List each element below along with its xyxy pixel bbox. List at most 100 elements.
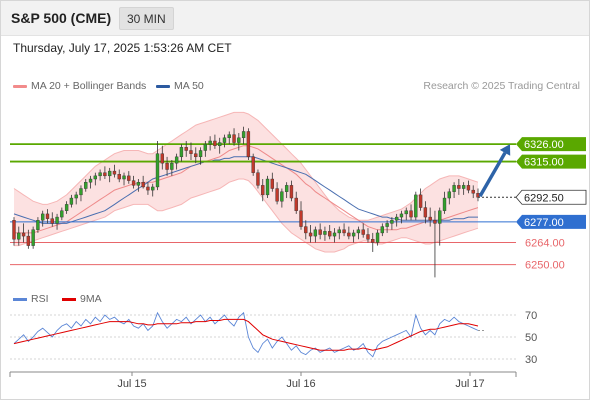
candle-body xyxy=(179,147,184,158)
candle-body xyxy=(328,231,332,237)
candle-body xyxy=(107,170,112,177)
candle-body xyxy=(26,235,31,246)
ma50-line xyxy=(13,156,478,224)
candle-body xyxy=(280,191,284,202)
legend-rsi-ma: 9MA xyxy=(62,293,102,305)
legend-rsi-ma-label: 9MA xyxy=(80,293,102,305)
candle-body xyxy=(174,156,179,164)
candle-body xyxy=(218,142,222,146)
current-price-tag xyxy=(515,189,587,205)
candle-body xyxy=(17,232,21,240)
candle-body xyxy=(246,131,251,158)
candle-body xyxy=(299,210,303,227)
candle-body xyxy=(471,189,475,194)
candle-body xyxy=(198,150,203,158)
candle-body xyxy=(36,220,40,230)
candle-body xyxy=(371,239,375,243)
symbol-title: S&P 500 (CME) xyxy=(11,10,112,26)
candle-body xyxy=(289,185,294,199)
candle-body xyxy=(375,232,380,243)
candle-body xyxy=(60,210,64,218)
forecast-arrow-shaft xyxy=(478,151,507,198)
research-credit: Research © 2025 Trading Central xyxy=(423,80,580,92)
candle-body xyxy=(84,181,88,189)
candle-body xyxy=(189,150,193,154)
x-tick-label: Jul 17 xyxy=(455,378,484,390)
current-price-label: 6292.50 xyxy=(524,192,564,204)
forecast-arrow-head xyxy=(499,144,511,156)
interval-button[interactable]: 30 MIN xyxy=(119,7,174,30)
candle-body xyxy=(93,175,98,180)
candle-body xyxy=(213,140,217,146)
candle-body xyxy=(232,134,236,143)
level-label-6277-00: 6277.00 xyxy=(524,217,564,229)
candle-body xyxy=(313,229,318,237)
candle-body xyxy=(31,229,35,246)
candle-body xyxy=(304,226,308,234)
level-tag-6277-00 xyxy=(516,214,586,229)
legend-rsi-swatch xyxy=(13,297,27,301)
candle-body xyxy=(184,147,188,151)
candle-body xyxy=(351,232,356,237)
candle-body xyxy=(45,213,50,219)
x-tick-label: Jul 15 xyxy=(117,378,146,390)
candle-body xyxy=(194,153,198,158)
rsi-line xyxy=(13,311,479,358)
level-tag-6315-00 xyxy=(516,154,586,169)
candle-body xyxy=(256,172,260,186)
candle-body xyxy=(112,170,117,175)
candle-body xyxy=(69,197,74,205)
candle-body xyxy=(461,185,466,189)
candle-body xyxy=(122,175,126,180)
candle-body xyxy=(409,210,413,218)
candle-body xyxy=(203,143,208,151)
candle-body xyxy=(366,234,370,240)
rsi-tick-70: 70 xyxy=(525,310,537,322)
candle-body xyxy=(98,172,102,177)
candle-body xyxy=(414,194,418,218)
candle-body xyxy=(442,197,447,211)
candle-body xyxy=(151,186,155,191)
ma20-line xyxy=(14,145,479,234)
candle-body xyxy=(251,156,255,173)
candle-body xyxy=(136,181,141,186)
candle-body xyxy=(433,220,437,224)
candle-body xyxy=(447,191,451,199)
legend-ma20-swatch xyxy=(13,84,27,88)
legend-ma50-label: MA 50 xyxy=(174,80,204,92)
candle-body xyxy=(41,213,45,221)
candle-body xyxy=(160,153,164,164)
rsi-tick-30: 30 xyxy=(525,354,537,366)
rsi-tick-50: 50 xyxy=(525,332,537,344)
candle-body xyxy=(323,231,327,235)
candle-body xyxy=(452,185,456,192)
level-tag-6326-00 xyxy=(516,137,586,152)
candle-body xyxy=(385,223,389,227)
candle-body xyxy=(399,213,404,218)
legend-ma20-label: MA 20 + Bollinger Bands xyxy=(31,80,147,92)
legend-ma50-swatch xyxy=(156,84,170,88)
candle-body xyxy=(423,207,428,218)
candle-body xyxy=(270,178,274,189)
candle-body xyxy=(390,220,394,224)
candle-body xyxy=(79,188,83,196)
candle-body xyxy=(361,229,365,235)
candle-body xyxy=(131,180,136,186)
datetime-label: Thursday, July 17, 2025 1:53:26 AM CET xyxy=(13,41,232,55)
candle-body xyxy=(294,197,298,211)
rsi-ma-line xyxy=(13,318,479,351)
candle-body xyxy=(318,229,322,235)
candle-body xyxy=(237,137,241,143)
candle-body xyxy=(146,186,150,191)
candle-body xyxy=(261,185,265,196)
candle-body xyxy=(466,185,471,191)
candle-body xyxy=(64,204,69,211)
chart-header-bar: S&P 500 (CME) 30 MIN xyxy=(0,0,590,36)
candle-body xyxy=(457,185,461,189)
candle-body xyxy=(337,229,341,234)
candle-body xyxy=(428,216,432,221)
candle-body xyxy=(241,131,246,139)
bollinger-upper-line xyxy=(13,111,479,221)
candle-body xyxy=(418,194,423,208)
